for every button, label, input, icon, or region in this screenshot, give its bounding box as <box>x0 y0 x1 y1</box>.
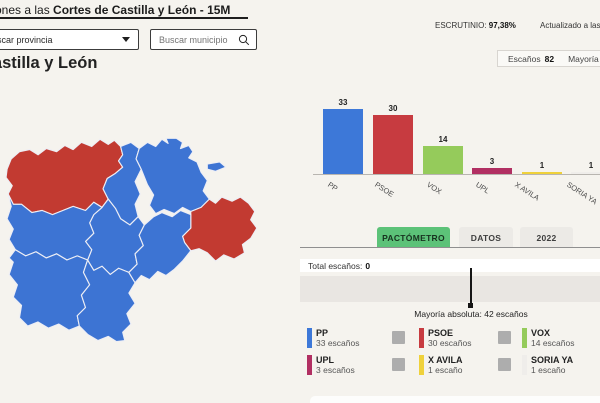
xavila-color-swatch <box>419 355 424 375</box>
municipality-search-input[interactable] <box>159 34 238 45</box>
total-seats-label: Total escaños: <box>308 260 363 271</box>
updated-at-label: Actualizado a las: <box>540 21 600 30</box>
tab-2022[interactable]: 2022 <box>520 227 573 248</box>
bar-label-soriaya: SORIA YA <box>565 180 599 207</box>
pactometro-bar[interactable] <box>300 276 600 302</box>
province-avila[interactable] <box>76 259 136 343</box>
bar-value-vox: 14 <box>438 135 448 145</box>
bar-value-soriaya: 1 <box>588 160 594 170</box>
province-burgos[interactable] <box>135 138 210 215</box>
tab-datos[interactable]: DATOS <box>459 227 513 248</box>
tabs-divider <box>300 247 600 248</box>
legend-party-seats: 3 escaños <box>316 365 355 375</box>
province-soria[interactable] <box>181 196 258 262</box>
legend-party-name: SORIA YA <box>531 355 574 365</box>
seats-summary-box: Escaños 82 Mayoría absoluta <box>497 50 600 67</box>
legend-item-upl[interactable]: UPL 3 escaños <box>307 355 355 375</box>
legend-party-seats: 33 escaños <box>316 338 360 348</box>
region-title: Castilla y León <box>0 54 98 72</box>
bar-label-psoe: PSOE <box>373 180 396 199</box>
bar-vox <box>423 146 463 174</box>
legend-item-soriaya[interactable]: SORIA YA 1 escaño <box>522 355 573 375</box>
bar-value-psoe: 30 <box>388 103 398 113</box>
legend-party-name: UPL <box>316 355 334 365</box>
majority-marker-dot <box>468 303 473 308</box>
upl-color-swatch <box>307 355 312 375</box>
province-select-value: Buscar provincia <box>0 34 53 45</box>
legend-party-name: X AVILA <box>428 355 463 365</box>
legend-item-pp[interactable]: PP 33 escaños <box>307 328 359 348</box>
province-burgos-exclave[interactable] <box>206 161 227 172</box>
escrutinio-label: ESCRUTINIO: <box>435 21 489 30</box>
title-underline <box>0 17 248 19</box>
escrutinio-status: ESCRUTINIO: 97,38% <box>435 21 516 30</box>
province-segovia[interactable] <box>128 209 192 284</box>
legend-party-name: PSOE <box>428 328 454 338</box>
bar-soriaya <box>571 171 600 174</box>
bar-pp <box>323 109 363 174</box>
majority-label: Mayoría absoluta <box>568 53 600 64</box>
total-seats-value: 0 <box>365 260 371 271</box>
seats-label: Escaños <box>508 53 541 64</box>
page-title: Elecciones a las Cortes de Castilla y Le… <box>0 3 230 17</box>
pactometro-slot-button[interactable] <box>392 331 405 344</box>
legend-item-xavila[interactable]: X AVILA 1 escaño <box>419 355 463 375</box>
legend-party-seats: 1 escaño <box>531 365 566 375</box>
pactometro-total: Total escaños: 0 <box>300 259 600 272</box>
majority-marker-text: Mayoría absoluta: 42 escaños <box>414 309 528 319</box>
psoe-color-swatch <box>419 328 424 348</box>
tab-pactometro[interactable]: PACTÓMETRO <box>377 227 450 248</box>
legend-party-seats: 14 escaños <box>531 338 575 348</box>
escrutinio-value: 97,38% <box>488 21 516 30</box>
bar-label-pp: PP <box>326 180 340 194</box>
seats-value: 82 <box>544 53 555 64</box>
municipality-search[interactable] <box>150 29 257 50</box>
chevron-down-icon <box>122 37 130 42</box>
pactometro-slot-button[interactable] <box>498 358 511 371</box>
bar-label-upl: UPL <box>474 180 492 196</box>
legend-item-vox[interactable]: VOX 14 escaños <box>522 328 574 348</box>
pp-color-swatch <box>307 328 312 348</box>
chart-axis <box>313 174 600 175</box>
bar-value-xavila: 1 <box>539 160 545 170</box>
province-select[interactable]: Buscar provincia <box>0 29 139 50</box>
legend-party-name: PP <box>316 328 329 338</box>
search-icon <box>238 34 250 45</box>
next-section-panel <box>310 396 600 403</box>
majority-marker-line <box>470 268 472 305</box>
legend-party-seats: 30 escaños <box>428 338 472 348</box>
bar-upl <box>472 168 512 174</box>
bar-value-upl: 3 <box>489 157 495 167</box>
legend-party-seats: 1 escaño <box>428 365 463 375</box>
pactometro-slot-button[interactable] <box>498 331 511 344</box>
province-zamora[interactable] <box>6 193 103 261</box>
region-map <box>5 138 258 343</box>
page-title-bold: Cortes de Castilla y León - 15M <box>53 3 231 17</box>
vox-color-swatch <box>522 328 527 348</box>
soriaya-color-swatch <box>522 355 527 375</box>
legend-item-psoe[interactable]: PSOE 30 escaños <box>419 328 471 348</box>
bar-psoe <box>373 114 413 174</box>
legend-party-name: VOX <box>531 328 551 338</box>
page-title-prefix: Elecciones a las <box>0 3 50 17</box>
pactometro-slot-button[interactable] <box>392 358 405 371</box>
bar-label-xavila: X AVILA <box>513 180 541 203</box>
bar-xavila <box>522 171 562 174</box>
bar-label-vox: VOX <box>425 180 444 197</box>
bar-value-pp: 33 <box>338 98 348 107</box>
